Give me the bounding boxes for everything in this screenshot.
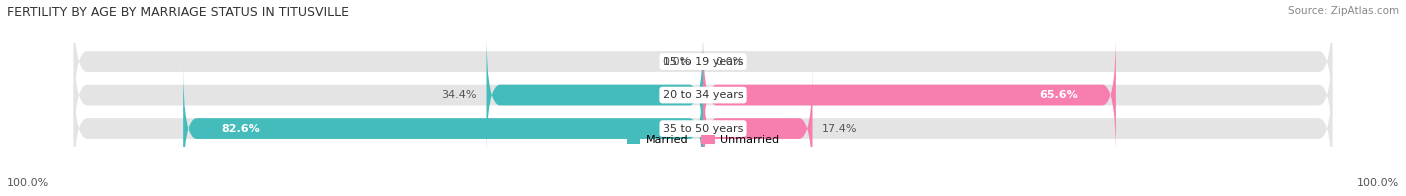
FancyBboxPatch shape: [73, 0, 1333, 124]
Text: 82.6%: 82.6%: [221, 123, 260, 133]
Text: 0.0%: 0.0%: [716, 57, 744, 67]
Text: 100.0%: 100.0%: [1357, 178, 1399, 188]
Text: FERTILITY BY AGE BY MARRIAGE STATUS IN TITUSVILLE: FERTILITY BY AGE BY MARRIAGE STATUS IN T…: [7, 6, 349, 19]
FancyBboxPatch shape: [183, 66, 703, 191]
Text: 100.0%: 100.0%: [7, 178, 49, 188]
Text: 65.6%: 65.6%: [1039, 90, 1078, 100]
FancyBboxPatch shape: [73, 66, 1333, 191]
FancyBboxPatch shape: [703, 66, 813, 191]
FancyBboxPatch shape: [73, 33, 1333, 157]
Text: 17.4%: 17.4%: [823, 123, 858, 133]
Text: Source: ZipAtlas.com: Source: ZipAtlas.com: [1288, 6, 1399, 16]
Text: 35 to 50 years: 35 to 50 years: [662, 123, 744, 133]
Text: 0.0%: 0.0%: [662, 57, 690, 67]
FancyBboxPatch shape: [703, 33, 1116, 157]
Text: 34.4%: 34.4%: [441, 90, 477, 100]
Legend: Married, Unmarried: Married, Unmarried: [621, 130, 785, 150]
Text: 15 to 19 years: 15 to 19 years: [662, 57, 744, 67]
FancyBboxPatch shape: [486, 33, 703, 157]
Text: 20 to 34 years: 20 to 34 years: [662, 90, 744, 100]
